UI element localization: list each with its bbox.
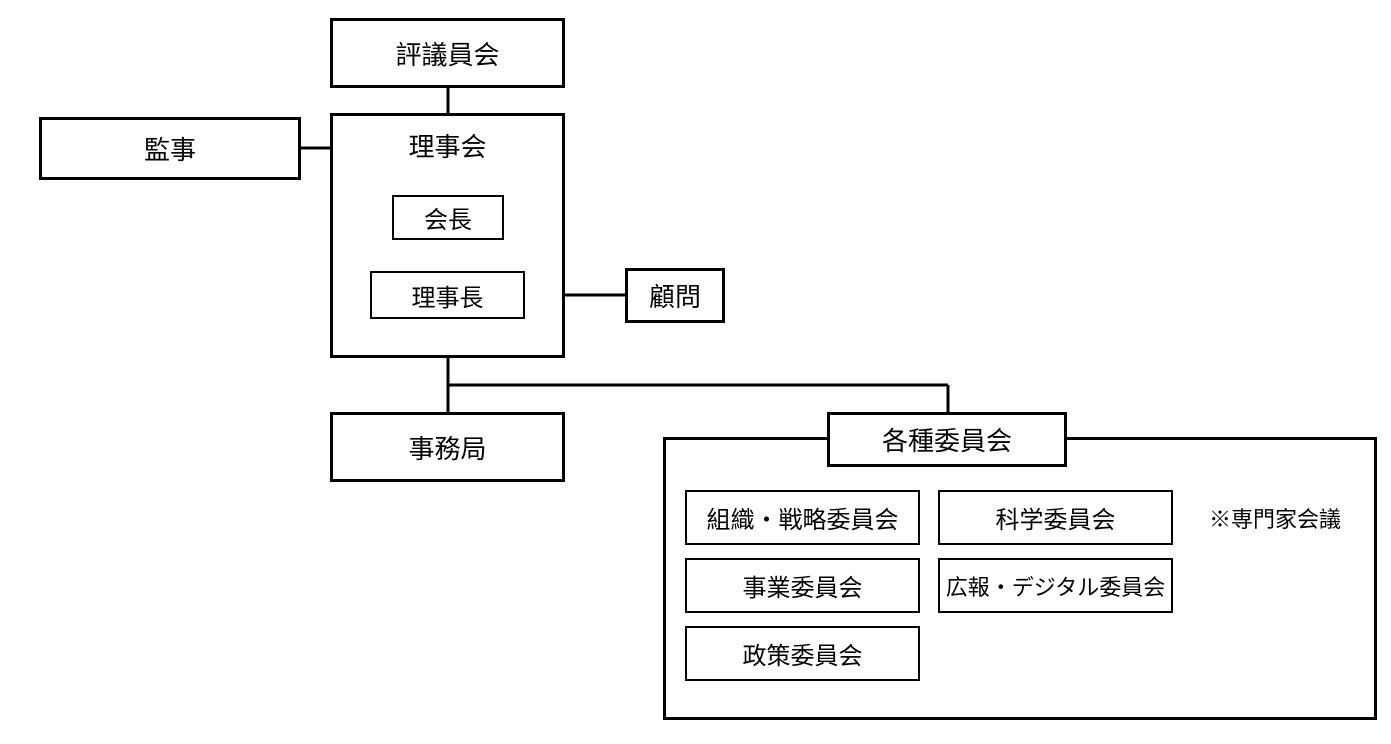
node-chairman: 会長 [392, 195, 504, 240]
org-chart-canvas: 評議員会監事 理事会会長理事長 顧問事務局 各種委員会組織・戦略委員会事業委員会政策委… [0, 0, 1391, 744]
node-advisor: 顧問 [625, 268, 725, 323]
node-label-auditor: 監事 [144, 130, 196, 167]
node-committees_title: 各種委員会 [827, 412, 1067, 467]
node-label-expert_note: ※専門家会議 [1209, 502, 1341, 534]
node-label-committee_pr: 広報・デジタル委員会 [946, 570, 1166, 602]
node-label-committee_science: 科学委員会 [996, 500, 1116, 535]
node-auditor: 監事 [39, 117, 301, 180]
node-label-board_title: 理事会 [408, 127, 486, 164]
node-secretariat: 事務局 [330, 412, 565, 482]
node-label-council: 評議員会 [395, 35, 499, 72]
node-label-committees_title: 各種委員会 [882, 421, 1012, 458]
node-expert_note: ※専門家会議 [1185, 490, 1365, 545]
node-label-committee_policy: 政策委員会 [743, 636, 863, 671]
node-council: 評議員会 [330, 18, 565, 88]
node-label-committee_org: 組織・戦略委員会 [707, 500, 899, 535]
node-committee_pr: 広報・デジタル委員会 [938, 558, 1173, 613]
node-label-president: 理事長 [412, 278, 484, 313]
node-committee_science: 科学委員会 [938, 490, 1173, 545]
node-president: 理事長 [370, 271, 525, 319]
node-committee_business: 事業委員会 [685, 558, 920, 613]
node-label-committee_business: 事業委員会 [743, 568, 863, 603]
node-board_title: 理事会 [330, 130, 565, 160]
node-label-chairman: 会長 [424, 200, 472, 235]
node-committee_policy: 政策委員会 [685, 626, 920, 681]
node-label-advisor: 顧問 [649, 277, 701, 314]
node-committee_org: 組織・戦略委員会 [685, 490, 920, 545]
node-label-secretariat: 事務局 [408, 429, 486, 466]
